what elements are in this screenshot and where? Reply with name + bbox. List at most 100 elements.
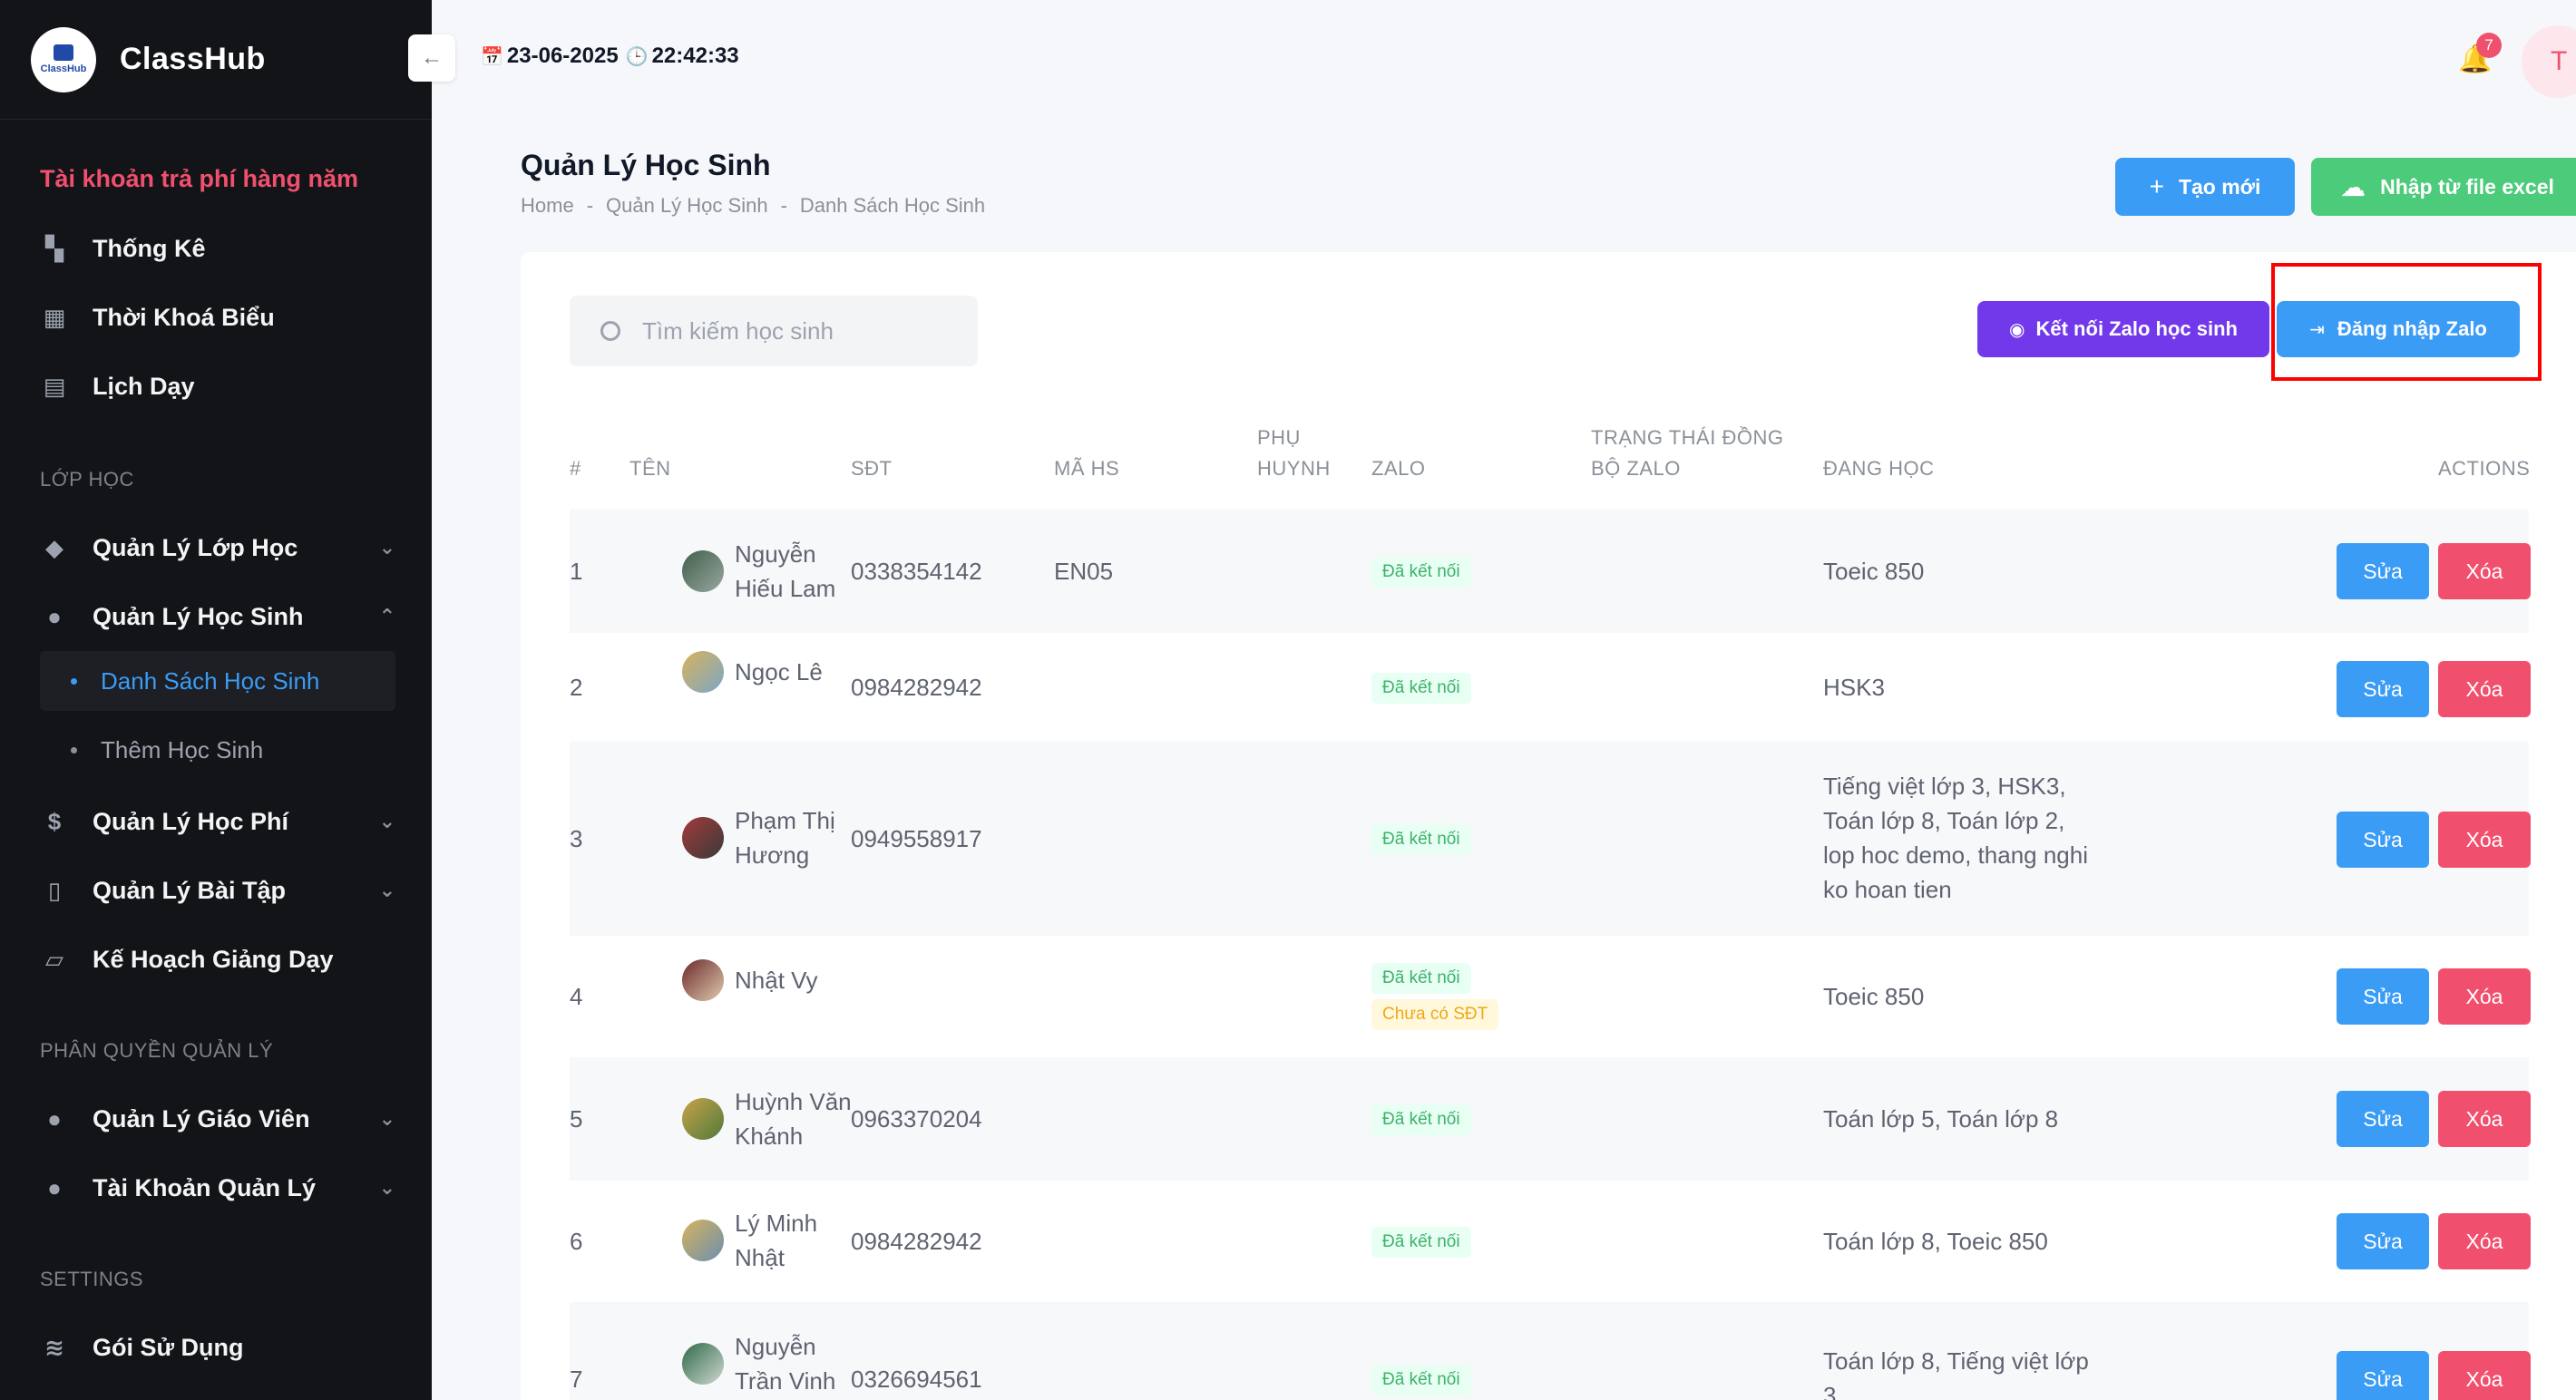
schedule-icon: ▤ xyxy=(43,372,66,400)
student-name-cell[interactable]: Nhật Vy xyxy=(682,959,818,1001)
student-search-input[interactable]: Tìm kiếm học sinh xyxy=(570,296,978,366)
sidebar-item-dashboard[interactable]: ▚ Thống Kê xyxy=(40,221,406,276)
row-number: 1 xyxy=(570,558,583,585)
row-number: 7 xyxy=(570,1366,583,1393)
sidebar-subitem-add-student[interactable]: Thêm Học Sinh xyxy=(40,720,395,780)
brand-logo-text: ClassHub xyxy=(40,63,87,74)
chevron-up-icon: ⌃ xyxy=(378,605,395,627)
sidebar-item-admin-accounts[interactable]: ● Tài Khoản Quản Lý ⌄ xyxy=(40,1161,406,1215)
brand-name: ClassHub xyxy=(120,42,266,76)
student-code: EN05 xyxy=(1054,558,1114,585)
sidebar-item-student-management[interactable]: ● Quản Lý Học Sinh ⌃ xyxy=(40,589,406,644)
sidebar-item-class-management[interactable]: ◆ Quản Lý Lớp Học ⌄ xyxy=(40,520,406,575)
edit-button[interactable]: Sửa xyxy=(2337,543,2429,599)
edit-button[interactable]: Sửa xyxy=(2337,812,2429,868)
sidebar-item-teaching-plan[interactable]: ▱ Kế Hoạch Giảng Dạy xyxy=(40,932,406,987)
user-avatar[interactable]: T xyxy=(2522,25,2576,98)
student-avatar xyxy=(682,817,724,859)
zalo-connected-badge: Đã kết nối xyxy=(1371,824,1471,855)
student-name-cell[interactable]: Nguyễn Trần Vinh xyxy=(682,1329,835,1398)
dollar-icon: $ xyxy=(47,807,62,835)
student-name-cell[interactable]: Phạm Thị Hương xyxy=(682,803,835,872)
dashboard-icon: ▚ xyxy=(45,234,63,262)
column-header-studying[interactable]: ĐANG HỌC xyxy=(1823,457,1935,480)
collapse-sidebar-button[interactable]: ← xyxy=(408,34,455,82)
student-name-line2: Khánh xyxy=(735,1123,804,1150)
sidebar-item-label: Tài Khoản Quản Lý xyxy=(93,1173,317,1201)
zalo-connect-label: Kết nối Zalo học sinh xyxy=(2035,317,2238,340)
student-name-line1: Huỳnh Văn xyxy=(735,1088,852,1115)
column-header-parent[interactable]: PHỤ HUYNH xyxy=(1257,423,1331,484)
sidebar-item-teachers[interactable]: ● Quản Lý Giáo Viên ⌄ xyxy=(40,1092,406,1146)
sidebar-item-teaching-schedule[interactable]: ▤ Lịch Dạy xyxy=(40,359,406,413)
sidebar-item-assignments[interactable]: ▯ Quản Lý Bài Tập ⌄ xyxy=(40,863,406,918)
course-line: lop hoc demo, thang nghi xyxy=(1823,841,2088,869)
import-button-label: Nhập từ file excel xyxy=(2380,174,2554,199)
zalo-connected-badge: Đã kết nối xyxy=(1371,1104,1471,1135)
delete-button[interactable]: Xóa xyxy=(2438,968,2531,1025)
no-phone-badge: Chưa có SĐT xyxy=(1371,999,1499,1030)
edit-button[interactable]: Sửa xyxy=(2337,1213,2429,1269)
student-avatar xyxy=(682,1343,724,1385)
column-header-parent-line2: HUYNH xyxy=(1257,457,1331,480)
student-avatar xyxy=(682,1098,724,1140)
delete-button[interactable]: Xóa xyxy=(2438,661,2531,717)
import-excel-button[interactable]: ☁ Nhập từ file excel xyxy=(2311,158,2576,216)
sidebar-item-timetable[interactable]: ▦ Thời Khoá Biểu xyxy=(40,290,406,345)
student-courses: Tiếng việt lớp 3, HSK3, Toán lớp 8, Toán… xyxy=(1823,769,2088,907)
student-name-cell[interactable]: Ngọc Lê xyxy=(682,651,823,693)
edit-button[interactable]: Sửa xyxy=(2337,968,2429,1025)
create-button-label: Tạo mới xyxy=(2178,174,2261,199)
student-courses: HSK3 xyxy=(1823,674,1885,701)
student-name-cell[interactable]: Nguyễn Hiếu Lam xyxy=(682,537,835,606)
current-datetime: 📅 23-06-2025 🕒 22:42:33 xyxy=(481,44,739,69)
student-phone: 0963370204 xyxy=(851,1105,982,1133)
brand-logo: ClassHub xyxy=(31,26,96,92)
student-courses: Toán lớp 8, Tiếng việt lớp 3 xyxy=(1823,1344,2089,1400)
teacher-icon: ● xyxy=(47,1104,62,1133)
sidebar-item-tuition[interactable]: $ Quản Lý Học Phí ⌄ xyxy=(40,794,406,849)
sidebar-item-label: Kế Hoạch Giảng Dạy xyxy=(93,945,334,973)
column-header-code[interactable]: MÃ HS xyxy=(1054,457,1120,480)
student-name-cell[interactable]: Lý Minh Nhật xyxy=(682,1206,817,1275)
column-header-sync-status[interactable]: TRẠNG THÁI ĐỒNG BỘ ZALO xyxy=(1591,423,1783,484)
sidebar-item-label: Thời Khoá Biểu xyxy=(93,303,275,331)
student-name-line2: Hiếu Lam xyxy=(735,575,836,602)
student-name-cell[interactable]: Huỳnh Văn Khánh xyxy=(682,1084,852,1153)
zalo-icon: ◉ xyxy=(2009,319,2025,340)
breadcrumb-student-management[interactable]: Quản Lý Học Sinh xyxy=(606,194,768,217)
arrow-left-icon: ← xyxy=(421,45,443,70)
student-avatar xyxy=(682,550,724,592)
delete-button[interactable]: Xóa xyxy=(2438,1351,2531,1400)
edit-button[interactable]: Sửa xyxy=(2337,1351,2429,1400)
zalo-login-button[interactable]: ⇥ Đăng nhập Zalo xyxy=(2277,301,2520,357)
edit-button[interactable]: Sửa xyxy=(2337,1091,2429,1147)
delete-button[interactable]: Xóa xyxy=(2438,1091,2531,1147)
table-row: 4 Nhật Vy Đã kết nối Chưa có SĐT Toeic 8… xyxy=(570,936,2531,1057)
connect-zalo-students-button[interactable]: ◉ Kết nối Zalo học sinh xyxy=(1977,301,2269,357)
delete-button[interactable]: Xóa xyxy=(2438,812,2531,868)
sidebar-item-subscription[interactable]: ≋ Gói Sử Dụng xyxy=(40,1320,406,1375)
breadcrumb-home[interactable]: Home xyxy=(521,194,574,217)
student-phone: 0984282942 xyxy=(851,674,982,701)
delete-button[interactable]: Xóa xyxy=(2438,1213,2531,1269)
column-header-name[interactable]: TÊN xyxy=(629,457,671,480)
graduation-cap-icon: ◆ xyxy=(45,533,63,561)
student-courses: Toán lớp 8, Toeic 850 xyxy=(1823,1228,2048,1255)
delete-button[interactable]: Xóa xyxy=(2438,543,2531,599)
create-student-button[interactable]: + Tạo mới xyxy=(2115,158,2295,216)
sidebar-subitem-student-list[interactable]: Danh Sách Học Sinh xyxy=(40,651,395,711)
brand[interactable]: ClassHub ClassHub xyxy=(0,0,432,120)
calendar-icon: 📅 xyxy=(481,46,503,67)
sidebar-item-label: Thống Kê xyxy=(93,234,206,262)
column-header-zalo[interactable]: ZALO xyxy=(1371,457,1426,480)
edit-button[interactable]: Sửa xyxy=(2337,661,2429,717)
clock-icon: 🕒 xyxy=(625,46,649,67)
student-name-line1: Nguyễn xyxy=(735,1333,816,1360)
course-line: 3 xyxy=(1823,1382,1837,1400)
zalo-connected-badge: Đã kết nối xyxy=(1371,557,1471,588)
highlight-annotation-box xyxy=(2271,263,2542,381)
bullet-icon xyxy=(71,746,77,753)
column-header-phone[interactable]: SĐT xyxy=(851,457,893,480)
sidebar-subitem-label: Danh Sách Học Sinh xyxy=(101,666,320,695)
